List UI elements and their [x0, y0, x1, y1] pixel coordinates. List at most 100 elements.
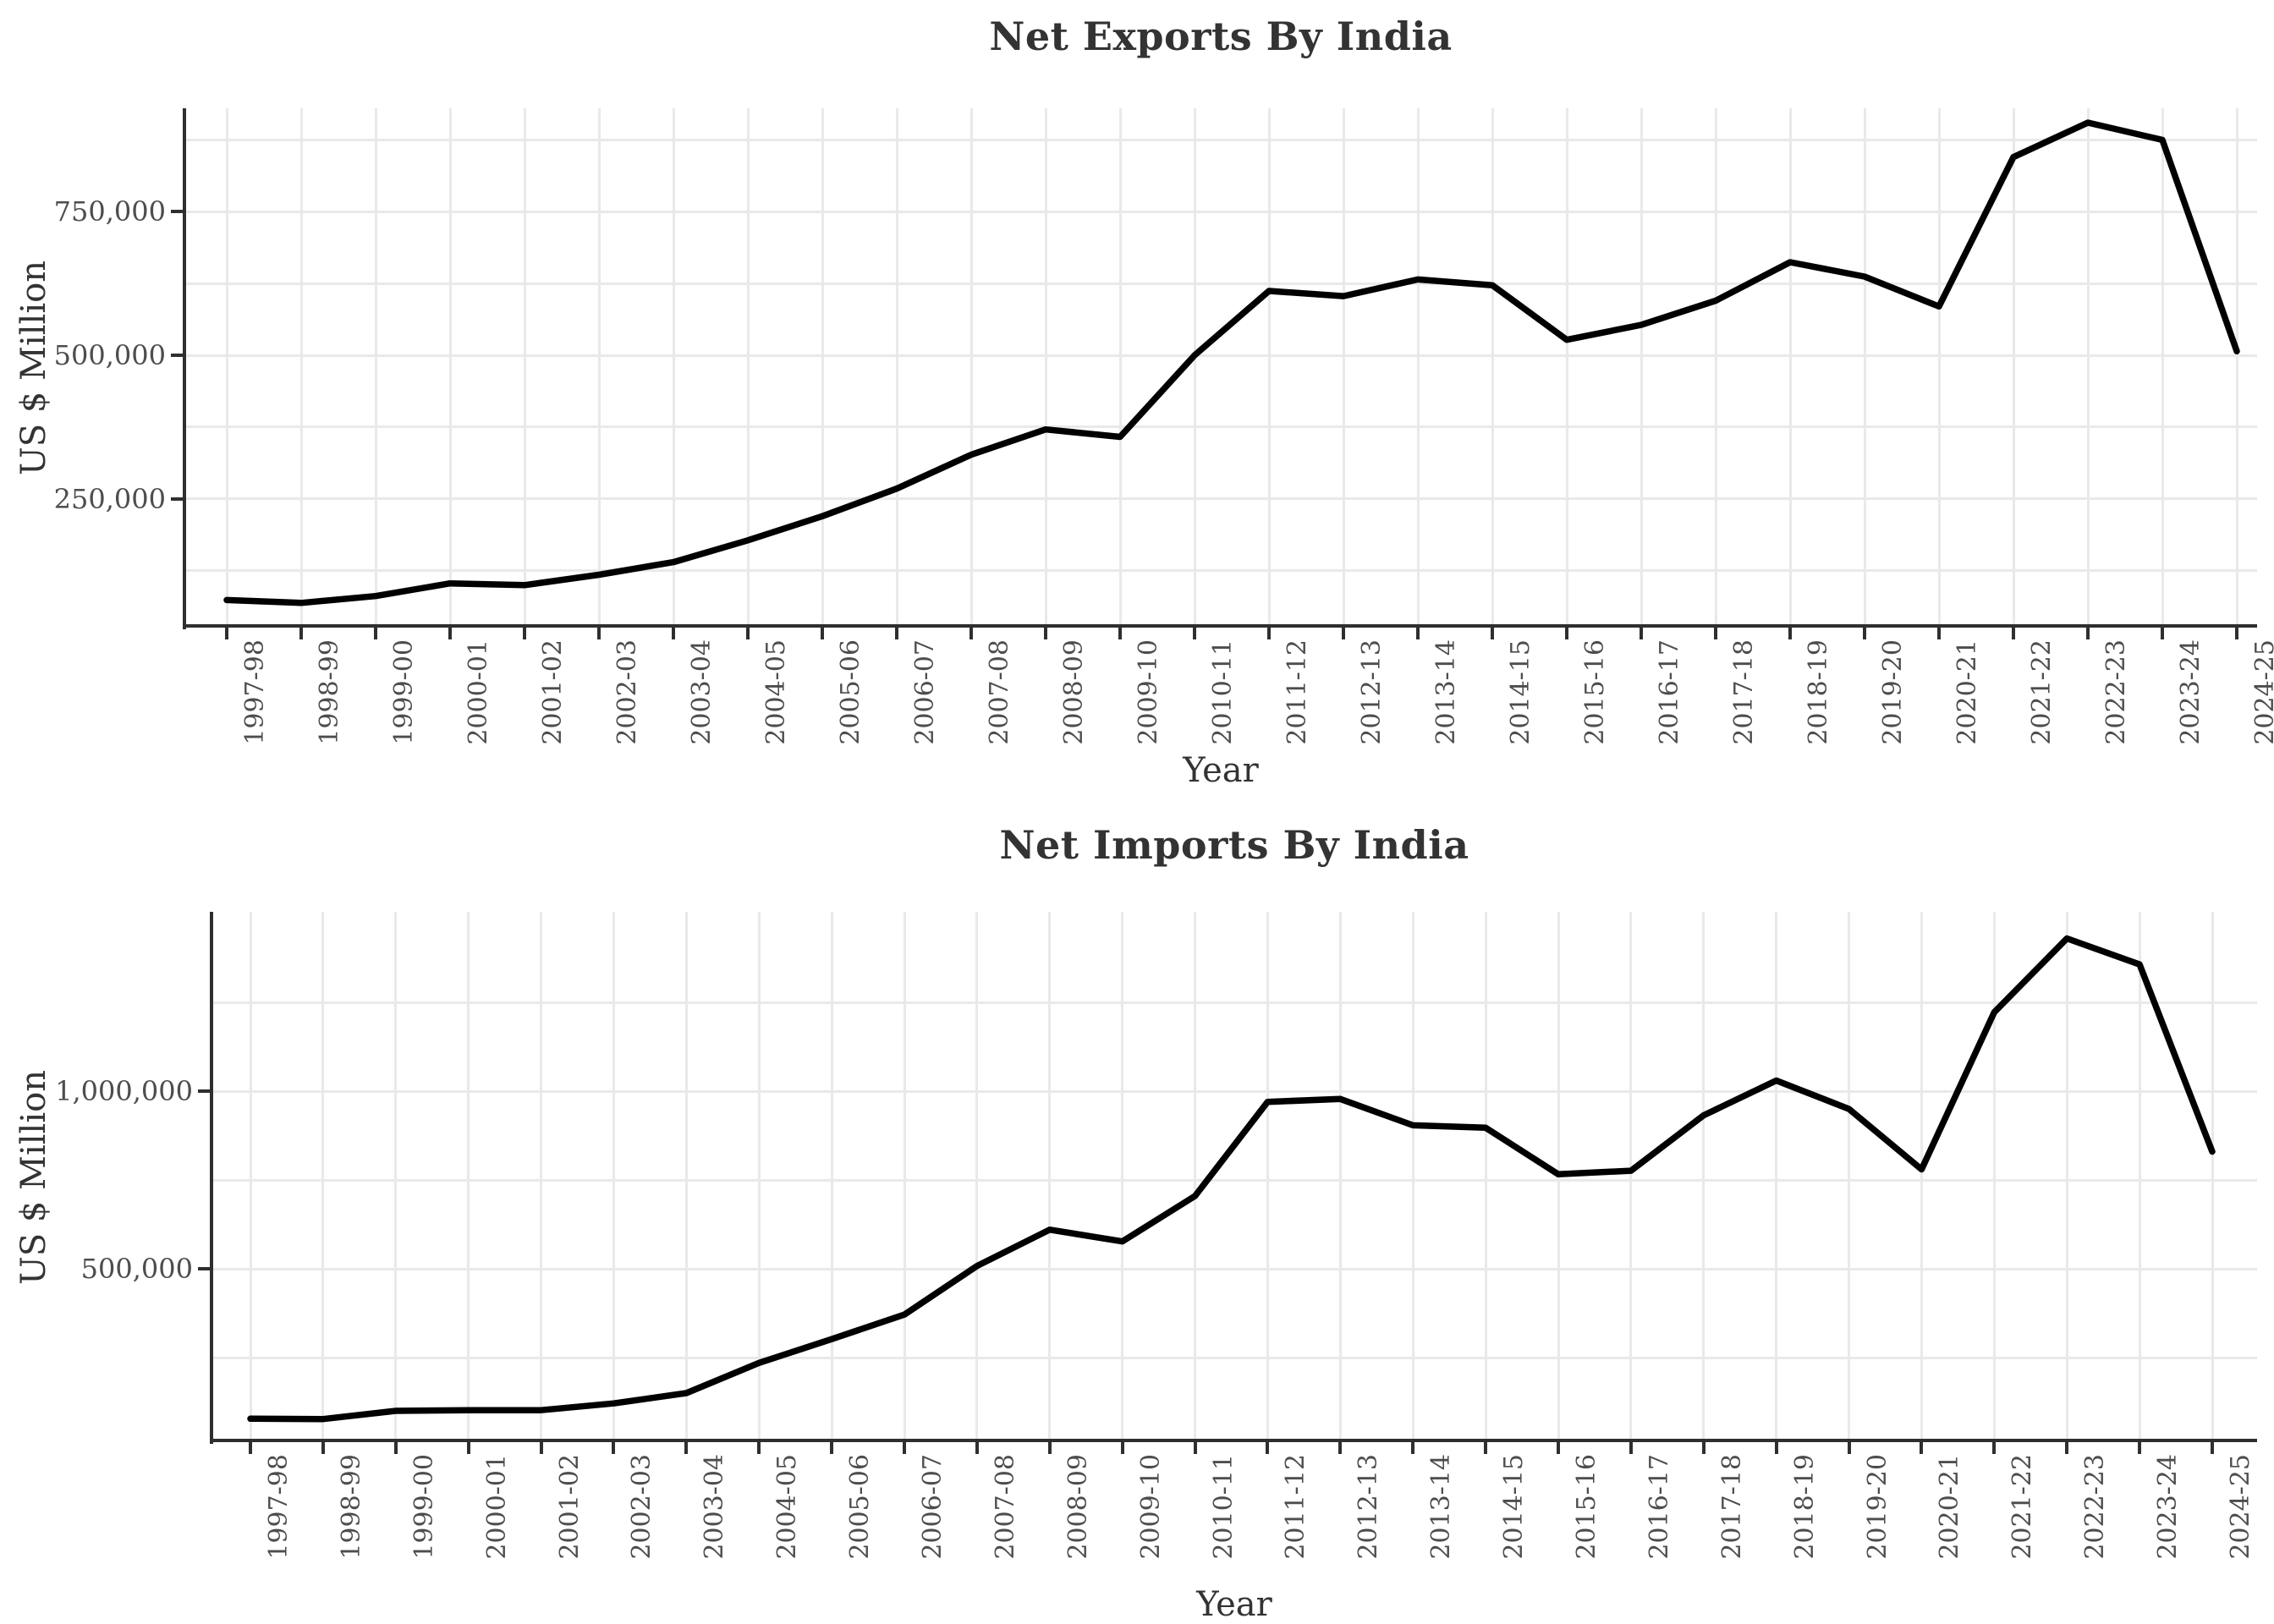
v-gridline	[1121, 912, 1124, 1440]
h-gridline	[211, 1089, 2257, 1093]
x-tick-label: 2011-12	[1281, 1454, 1311, 1560]
x-tick-label: 2007-08	[985, 639, 1014, 745]
x-tick-mark	[1047, 1442, 1052, 1454]
h-gridline	[184, 354, 2257, 357]
y-tick-label: 750,000	[53, 195, 166, 228]
h-gridline	[184, 282, 2257, 285]
v-gridline	[225, 108, 228, 626]
x-tick-mark	[1411, 1442, 1415, 1454]
x-tick-label: 2017-18	[1716, 1454, 1747, 1560]
v-gridline	[821, 108, 824, 626]
x-tick-label: 2019-20	[1878, 639, 1908, 745]
x-tick-mark	[1118, 628, 1122, 639]
x-tick-mark	[757, 1442, 761, 1454]
x-tick-label: 2015-16	[1580, 639, 1610, 745]
v-gridline	[448, 108, 452, 626]
x-tick-mark	[1629, 1442, 1633, 1454]
x-tick-mark	[1992, 1442, 1997, 1454]
v-gridline	[249, 912, 252, 1440]
x-tick-label: 2020-21	[1935, 1454, 1965, 1560]
x-tick-label: 2013-14	[1426, 1454, 1457, 1560]
v-gridline	[1775, 912, 1778, 1440]
h-gridline	[211, 1178, 2257, 1182]
x-tick-label: 1999-00	[389, 639, 419, 745]
x-tick-mark	[684, 1442, 689, 1454]
v-gridline	[523, 108, 526, 626]
x-tick-label: 1999-00	[409, 1454, 439, 1560]
x-tick-label: 2023-24	[2153, 1454, 2183, 1560]
x-tick-label: 2002-03	[612, 639, 642, 745]
x-tick-mark	[1491, 628, 1494, 639]
v-gridline	[321, 912, 325, 1440]
imports-chart-title: Net Imports By India	[999, 822, 1469, 868]
x-tick-mark	[1120, 1442, 1124, 1454]
v-gridline	[1491, 108, 1494, 626]
x-tick-mark	[1484, 1442, 1488, 1454]
x-tick-mark	[895, 628, 898, 639]
x-tick-label: 2016-17	[1655, 639, 1684, 745]
v-gridline	[299, 108, 303, 626]
v-gridline	[2211, 912, 2214, 1440]
x-tick-label: 2003-04	[687, 639, 717, 745]
v-gridline	[2161, 108, 2164, 626]
x-tick-label: 2014-15	[1506, 639, 1535, 745]
x-tick-label: 1998-99	[315, 639, 344, 745]
imports-x-axis-title: Year	[1196, 1585, 1272, 1624]
x-tick-label: 2001-02	[554, 1454, 585, 1560]
v-gridline	[903, 912, 906, 1440]
x-tick-mark	[393, 1442, 398, 1454]
x-tick-mark	[830, 1442, 834, 1454]
x-tick-mark	[969, 628, 973, 639]
y-tick-mark	[198, 1089, 210, 1094]
x-tick-mark	[2012, 628, 2015, 639]
x-tick-label: 2000-01	[464, 639, 493, 745]
v-gridline	[1702, 912, 1706, 1440]
x-tick-mark	[374, 628, 377, 639]
x-tick-label: 2023-24	[2176, 639, 2205, 745]
x-tick-label: 2009-10	[1135, 1454, 1166, 1560]
x-tick-label: 2003-04	[700, 1454, 730, 1560]
y-tick-mark	[171, 497, 183, 501]
h-gridline	[184, 569, 2257, 573]
x-tick-mark	[597, 628, 601, 639]
x-tick-mark	[1788, 628, 1792, 639]
x-axis-line	[210, 1439, 2257, 1442]
x-tick-label: 2013-14	[1431, 639, 1461, 745]
v-gridline	[1416, 108, 1420, 626]
v-gridline	[1048, 912, 1052, 1440]
x-tick-label: 2014-15	[1499, 1454, 1530, 1560]
y-tick-mark	[171, 210, 183, 214]
v-gridline	[2012, 108, 2015, 626]
y-tick-label: 500,000	[80, 1253, 193, 1286]
y-tick-mark	[198, 1267, 210, 1271]
x-tick-mark	[1774, 1442, 1778, 1454]
v-gridline	[1863, 108, 1866, 626]
h-gridline	[184, 210, 2257, 213]
x-tick-label: 2024-25	[2226, 1454, 2255, 1560]
exports-x-axis-title: Year	[1183, 751, 1259, 790]
x-tick-mark	[299, 628, 303, 639]
x-tick-label: 2016-17	[1644, 1454, 1674, 1560]
v-gridline	[1629, 912, 1633, 1440]
h-gridline	[211, 1267, 2257, 1270]
x-tick-mark	[1044, 628, 1047, 639]
x-tick-label: 2002-03	[627, 1454, 657, 1560]
x-tick-mark	[448, 628, 452, 639]
x-tick-mark	[321, 1442, 325, 1454]
x-tick-mark	[1193, 1442, 1197, 1454]
x-tick-mark	[903, 1442, 906, 1454]
x-tick-mark	[1640, 628, 1643, 639]
v-gridline	[540, 912, 543, 1440]
x-tick-label: 2009-10	[1134, 639, 1163, 745]
x-tick-label: 2008-09	[1063, 1454, 1093, 1560]
v-gridline	[1788, 108, 1792, 626]
h-gridline	[211, 1356, 2257, 1359]
v-gridline	[1640, 108, 1643, 626]
v-gridline	[1118, 108, 1122, 626]
x-tick-mark	[1557, 1442, 1560, 1454]
x-tick-label: 2004-05	[772, 1454, 803, 1560]
h-gridline	[211, 1001, 2257, 1004]
x-tick-label: 2015-16	[1572, 1454, 1601, 1560]
